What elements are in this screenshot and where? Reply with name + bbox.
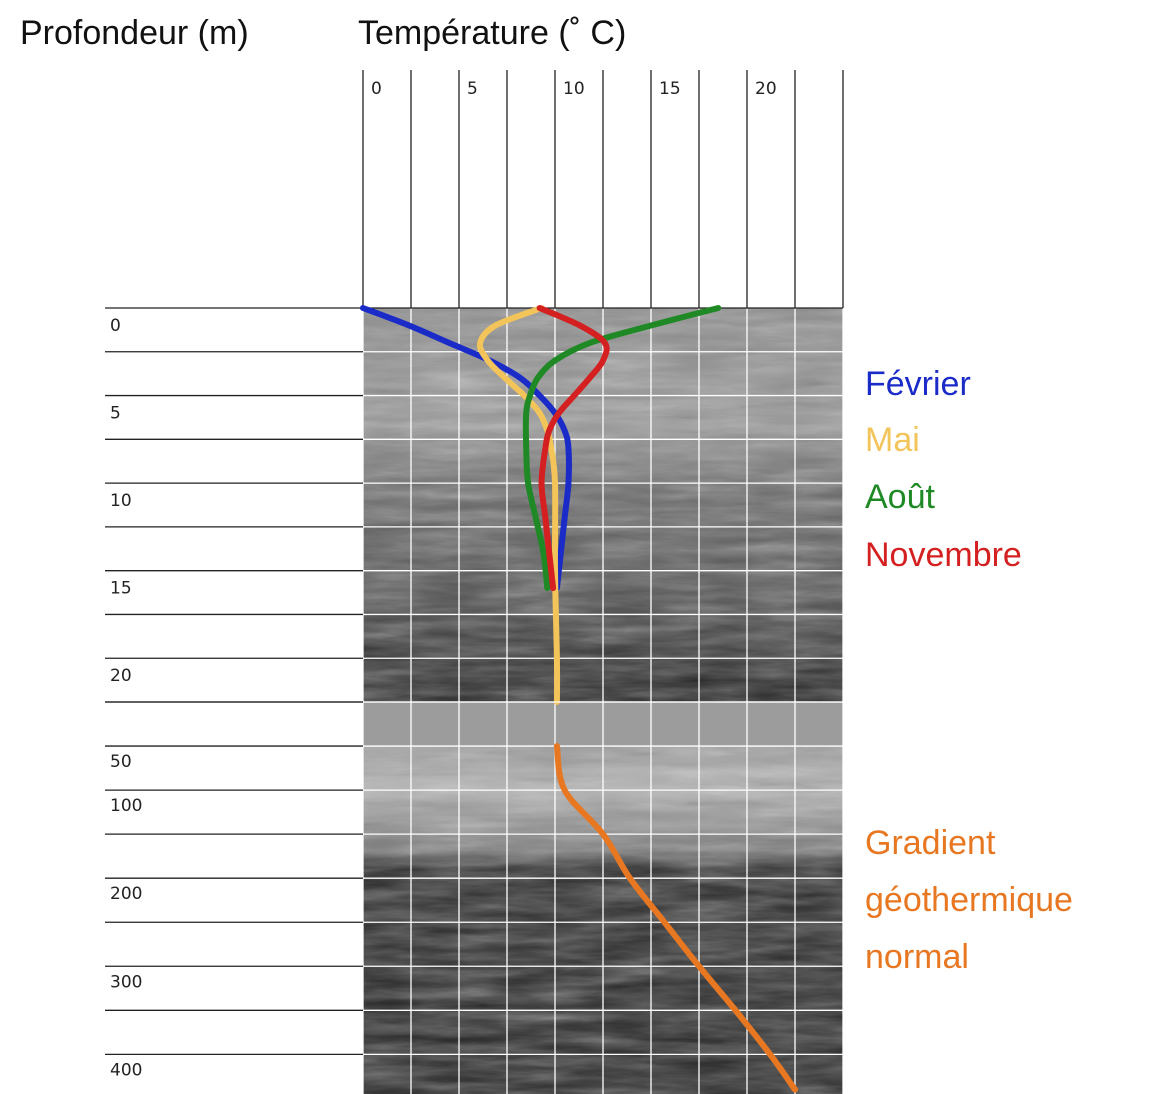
y-tick-label: 10 [110, 491, 132, 511]
legend-entry: Novembre [865, 536, 1022, 574]
x-axis-title: Température (˚ C) [358, 14, 626, 52]
series-line [553, 743, 798, 1093]
y-tick-label: 300 [110, 972, 142, 992]
y-tick-label: 5 [110, 404, 121, 424]
y-tick-label: 50 [110, 752, 132, 772]
x-tick-label: 15 [659, 79, 681, 99]
series-line [360, 305, 572, 592]
y-tick-label: 0 [110, 316, 121, 336]
y-tick-label: 15 [110, 579, 132, 599]
y-tick-label: 400 [110, 1060, 142, 1080]
legend-entry: Mai [865, 421, 920, 459]
legend-entry: Gradient géothermique normal [865, 824, 1073, 976]
x-tick-label: 0 [371, 79, 382, 99]
legend-entry: Août [865, 478, 935, 516]
x-tick-label: 20 [755, 79, 777, 99]
x-tick-label: 10 [563, 79, 585, 99]
y-tick-label: 20 [110, 666, 132, 686]
series-line [536, 305, 610, 592]
x-tick-label: 5 [467, 79, 478, 99]
series-line [476, 305, 561, 705]
y-tick-label: 100 [110, 796, 142, 816]
legend-entry: Février [865, 365, 971, 403]
y-axis-title: Profondeur (m) [20, 14, 249, 52]
y-tick-label: 200 [110, 884, 142, 904]
